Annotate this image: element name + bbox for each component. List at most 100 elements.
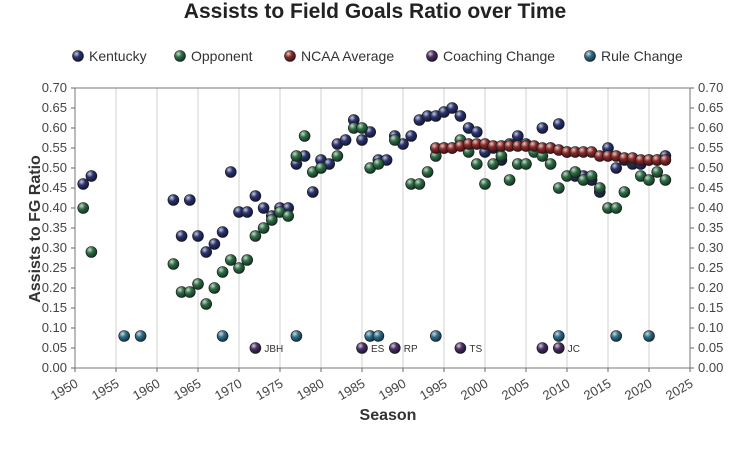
- y-tick-label-right: 0.35: [698, 220, 723, 235]
- opponent-point: [388, 134, 401, 146]
- coaching-change-point: [552, 342, 565, 354]
- y-tick-label-right: 0.20: [698, 280, 723, 295]
- x-tick-label: 2025: [663, 376, 696, 403]
- y-tick-label-right: 0.05: [698, 340, 723, 355]
- kentucky-point: [446, 102, 459, 114]
- coaching-change-point: [388, 342, 401, 354]
- kentucky-point: [192, 230, 204, 242]
- y-tick-label-right: 0.15: [698, 300, 723, 315]
- opponent-point: [470, 158, 483, 170]
- opponent-point: [495, 150, 508, 162]
- opponent-point: [356, 122, 368, 134]
- y-tick-label-right: 0.40: [698, 200, 723, 215]
- opponent-point: [290, 150, 303, 162]
- y-tick-label-left: 0.45: [42, 180, 67, 195]
- legend: Kentucky Opponent NCAA Average Coaching Cha…: [72, 48, 683, 64]
- x-axis-title: Season: [360, 407, 417, 424]
- opponent-point: [569, 166, 582, 178]
- y-tick-label-right: 0.50: [698, 160, 723, 175]
- y-tick-label-left: 0.30: [42, 240, 67, 255]
- kentucky-point: [405, 130, 418, 142]
- coaching-change-label: JBH: [264, 344, 283, 355]
- y-tick-label-left: 0.00: [42, 360, 67, 375]
- y-tick-label-right: 0.70: [698, 80, 723, 95]
- kentucky-point: [175, 230, 188, 242]
- y-tick-label-left: 0.05: [42, 340, 67, 355]
- opponent-point: [331, 150, 344, 162]
- rule-change-point: [372, 330, 385, 342]
- opponent-point: [315, 162, 327, 174]
- y-tick-label-right: 0.60: [698, 120, 723, 135]
- rule-change-point: [643, 330, 655, 342]
- opponent-point: [298, 130, 311, 142]
- y-tick-label-left: 0.55: [42, 140, 67, 155]
- opponent-point: [241, 254, 253, 266]
- kentucky-point: [77, 178, 89, 190]
- x-tick-label: 2000: [458, 376, 491, 403]
- x-tick-label: 1990: [376, 376, 409, 403]
- x-tick-label: 1975: [253, 376, 286, 403]
- opponent-point: [249, 230, 262, 242]
- opponent-point: [200, 298, 212, 310]
- opponent-point: [643, 174, 655, 186]
- y-tick-label-right: 0.45: [698, 180, 723, 195]
- coaching-change-point: [536, 342, 549, 354]
- y-tick-label-left: 0.65: [42, 100, 67, 115]
- opponent-point: [421, 166, 434, 178]
- kentucky-point: [167, 194, 180, 206]
- kentucky-point: [536, 122, 549, 134]
- opponent-point: [167, 258, 180, 270]
- legend-marker: [426, 50, 438, 62]
- y-tick-label-left: 0.60: [42, 120, 67, 135]
- coaching-change-point: [454, 342, 467, 354]
- opponent-point: [520, 158, 532, 170]
- y-tick-label-left: 0.70: [42, 80, 67, 95]
- x-tick-label: 2010: [540, 376, 573, 403]
- y-tick-label-right: 0.30: [698, 240, 723, 255]
- y-tick-label-right: 0.00: [698, 360, 723, 375]
- opponent-point: [593, 182, 606, 194]
- coaching-change-point: [249, 342, 262, 354]
- legend-marker: [284, 50, 296, 62]
- opponent-point: [487, 158, 500, 170]
- opponent-point: [552, 182, 565, 194]
- y-tick-label-left: 0.25: [42, 260, 67, 275]
- opponent-point: [413, 178, 426, 190]
- plot-frame: [74, 87, 691, 369]
- opponent-point: [192, 278, 204, 290]
- opponent-point: [651, 166, 664, 178]
- coaching-change-label: RP: [404, 344, 418, 355]
- legend-marker: [174, 50, 186, 62]
- x-tick-label: 1965: [171, 376, 204, 403]
- y-tick-label-right: 0.65: [698, 100, 723, 115]
- kentucky-point: [85, 170, 98, 182]
- x-tick-label: 1960: [130, 376, 163, 403]
- y-tick-label-left: 0.10: [42, 320, 67, 335]
- opponent-point: [544, 158, 557, 170]
- y-tick-label-right: 0.25: [698, 260, 723, 275]
- legend-label: Coaching Change: [443, 48, 555, 64]
- chart-title: Assists to Field Goals Ratio over Time: [184, 0, 566, 23]
- kentucky-point: [208, 238, 221, 250]
- opponent-point: [77, 202, 89, 214]
- legend-label: Rule Change: [601, 48, 683, 64]
- kentucky-point: [257, 202, 270, 214]
- rule-change-point: [290, 330, 303, 342]
- y-tick-label-left: 0.15: [42, 300, 67, 315]
- rule-change-point: [118, 330, 130, 342]
- rule-change-point: [216, 330, 229, 342]
- x-tick-label: 1955: [89, 376, 122, 403]
- x-tick-label: 2005: [499, 376, 532, 403]
- opponent-point: [659, 174, 672, 186]
- kentucky-point: [339, 134, 352, 146]
- kentucky-point: [216, 226, 229, 238]
- x-tick-label: 2020: [622, 376, 655, 403]
- kentucky-point: [552, 118, 565, 130]
- legend-label: Kentucky: [89, 48, 147, 64]
- opponent-point: [265, 214, 278, 226]
- kentucky-point: [184, 194, 196, 206]
- ncaa-average-point: [659, 154, 672, 166]
- coaching-change-label: TS: [469, 344, 482, 355]
